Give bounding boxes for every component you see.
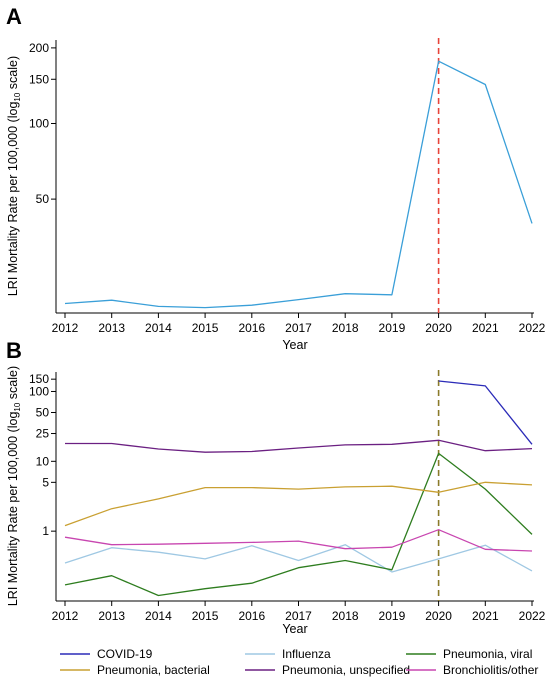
panel-a-series [64, 60, 533, 309]
legend-label-bronchiolitis-other: Bronchiolitis/other [443, 663, 538, 677]
panel-a-x-ticks: 2012 2013 2014 2015 2016 2017 2018 2019 2020 2021… [52, 313, 546, 335]
panel-b-series-line-pneumonia-viral [64, 452, 533, 597]
panel-a-x-axis-title: Year [282, 338, 307, 352]
panel-b-x-tick-label: 2020 [425, 609, 452, 623]
panel-b-y-tick-label: 50 [36, 405, 50, 419]
panel-b-x-tick-label: 2017 [285, 609, 312, 623]
panel-b-series-line-influenza [64, 544, 533, 573]
panel-a-x-tick-label: 2012 [52, 321, 79, 335]
panel-a-y-tick-label: 150 [29, 72, 49, 86]
panel-a-x-tick-label: 2021 [472, 321, 499, 335]
panel-b-y-tick-label: 150 [29, 372, 49, 386]
panel-a-x-tick-label: 2013 [98, 321, 125, 335]
panel-b-series-line-pneumonia-bacterial [64, 481, 533, 527]
panel-a-y-ticks: 50 100 150 200 [29, 41, 56, 206]
panel-a-x-tick-label: 2014 [145, 321, 172, 335]
legend-label-pneumonia-viral: Pneumonia, viral [443, 647, 532, 661]
panel-a-y-tick-label: 200 [29, 41, 49, 55]
panel-b-series-line-pneumonia-unspecified [65, 439, 533, 453]
panel-a-x-tick-label: 2018 [332, 321, 359, 335]
panel-b-series [64, 380, 533, 597]
panel-b-x-tick-label: 2021 [472, 609, 499, 623]
panel-b-x-tick-label: 2013 [98, 609, 125, 623]
panel-b-y-tick-label: 100 [29, 384, 49, 398]
panel-b-x-ticks: 2012 2013 2014 2015 2016 2017 2018 2019 2020 2021… [52, 601, 546, 623]
panel-b-series-line-bronchiolitis-other [64, 529, 533, 552]
panel-a-x-tick-label: 2016 [238, 321, 265, 335]
legend-label-covid-19: COVID-19 [97, 647, 153, 661]
panel-b-y-tick-label: 25 [36, 427, 50, 441]
panel-b-label: B [6, 338, 22, 363]
panel-b-y-tick-label: 1 [42, 524, 49, 538]
panel-b-y-tick-label: 10 [36, 454, 50, 468]
legend: COVID-19 Influenza Pneumonia, viral Pneumon… [60, 647, 538, 677]
panel-a-x-tick-label: 2015 [192, 321, 219, 335]
panel-a-x-tick-label: 2019 [379, 321, 406, 335]
panel-b-x-tick-label: 2015 [192, 609, 219, 623]
panel-b-x-tick-label: 2018 [332, 609, 359, 623]
panel-a-label: A [6, 4, 22, 29]
panel-b-x-tick-label: 2016 [238, 609, 265, 623]
panel-a-y-tick-label: 100 [29, 116, 49, 130]
panel-b-y-tick-label: 5 [42, 475, 49, 489]
legend-label-pneumonia-bacterial: Pneumonia, bacterial [97, 663, 210, 677]
panel-a-x-tick-label: 2022 [519, 321, 546, 335]
panel-b-y-axis-title: LRI Mortality Rate per 100,000 (log10 sc… [6, 366, 22, 606]
panel-a-series-line-covid-19 [64, 60, 533, 309]
panel-b-x-tick-label: 2014 [145, 609, 172, 623]
panel-b-x-tick-label: 2022 [519, 609, 546, 623]
panel-a-x-tick-label: 2017 [285, 321, 312, 335]
panel-b-x-axis-title: Year [282, 622, 307, 636]
panel-b-x-tick-label: 2019 [379, 609, 406, 623]
panel-a-y-axis-title: LRI Mortality Rate per 100,000 (log10 sc… [6, 56, 22, 296]
panel-a-y-tick-label: 50 [36, 192, 50, 206]
legend-label-pneumonia-unspecified: Pneumonia, unspecified [282, 663, 410, 677]
panel-a-x-tick-label: 2020 [425, 321, 452, 335]
panel-b-series-line-covid-19 [438, 380, 533, 445]
legend-label-influenza: Influenza [282, 647, 331, 661]
panel-b-x-tick-label: 2012 [52, 609, 79, 623]
